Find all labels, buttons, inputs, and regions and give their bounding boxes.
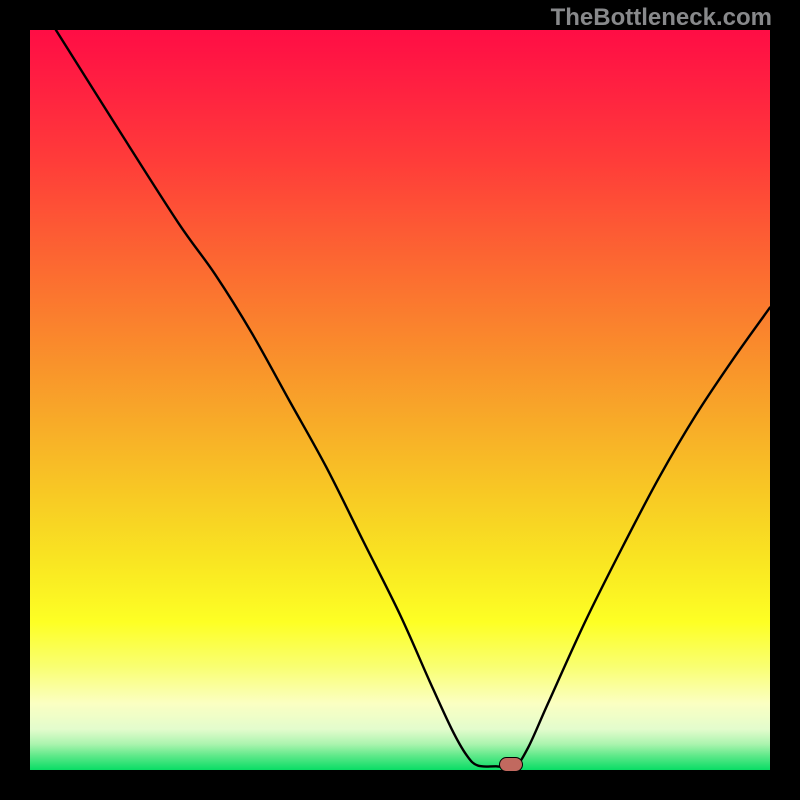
chart-frame: TheBottleneck.com [0, 0, 800, 800]
optimal-point-marker [499, 757, 523, 772]
gradient-background [30, 30, 770, 770]
plot-area [30, 30, 770, 770]
watermark-text: TheBottleneck.com [551, 4, 772, 32]
plot-svg [30, 30, 770, 770]
